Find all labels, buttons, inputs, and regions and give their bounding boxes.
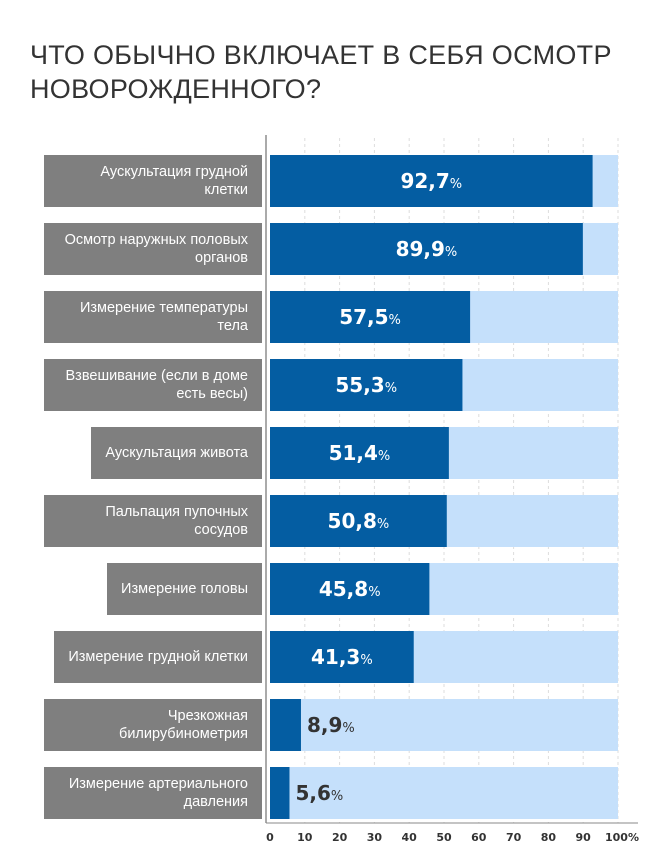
- category-label-text: Измерение головы: [121, 581, 248, 597]
- data-label: 8,9%: [307, 713, 355, 737]
- data-label-suffix: %: [378, 449, 390, 464]
- data-label-suffix: %: [342, 721, 354, 736]
- category-label: Аускультация грудной клетки: [44, 155, 262, 207]
- category-label-text: Аускультация грудной клетки: [100, 164, 248, 198]
- category-label: Измерение артериального давления: [44, 767, 262, 819]
- data-label-value: 92,7: [400, 169, 449, 193]
- category-label-text: Измерение температуры тела: [79, 300, 248, 334]
- x-tick-label: 50: [436, 831, 452, 844]
- data-label-suffix: %: [385, 381, 397, 396]
- category-label-text: Взвешивание (если в доме есть весы): [65, 368, 248, 402]
- data-label-value: 50,8: [328, 509, 377, 533]
- category-label-text: Аускультация живота: [105, 445, 248, 461]
- category-label-text: Чрезкожная билирубинометрия: [119, 708, 248, 742]
- data-label-suffix: %: [360, 653, 372, 668]
- x-tick-label: 60: [471, 831, 487, 844]
- data-label: 51,4%: [329, 441, 391, 465]
- data-label-value: 57,5: [339, 305, 388, 329]
- x-tick-label: 40: [402, 831, 418, 844]
- category-label: Взвешивание (если в доме есть весы): [44, 359, 262, 411]
- category-label-text: Измерение артериального давления: [68, 776, 248, 810]
- x-tick-label: 0: [266, 831, 274, 844]
- data-label-suffix: %: [445, 245, 457, 260]
- x-tick-label: 90: [576, 831, 592, 844]
- data-label-suffix: %: [331, 789, 343, 804]
- bar-track: [270, 699, 618, 751]
- data-label-value: 51,4: [329, 441, 378, 465]
- data-label-value: 55,3: [335, 373, 384, 397]
- category-label: Аускультация живота: [91, 427, 262, 479]
- category-label: Измерение температуры тела: [44, 291, 262, 343]
- data-label: 92,7%: [400, 169, 462, 193]
- x-tick-label: 100%: [605, 831, 639, 844]
- category-label: Измерение головы: [107, 563, 262, 615]
- category-label: Чрезкожная билирубинометрия: [44, 699, 262, 751]
- data-label: 41,3%: [311, 645, 373, 669]
- category-label-text: Пальпация пупочных сосудов: [105, 504, 248, 538]
- data-label-suffix: %: [377, 517, 389, 532]
- bar: [270, 427, 449, 479]
- x-tick-label: 70: [506, 831, 522, 844]
- data-label: 45,8%: [319, 577, 381, 601]
- bar: [270, 359, 463, 411]
- category-label-text: Измерение грудной клетки: [68, 649, 248, 665]
- data-label-value: 45,8: [319, 577, 368, 601]
- data-label: 89,9%: [396, 237, 458, 261]
- x-tick-label: 10: [297, 831, 313, 844]
- data-label-value: 5,6: [295, 781, 330, 805]
- bar: [270, 223, 583, 275]
- bar-track: [270, 767, 618, 819]
- data-label-suffix: %: [450, 177, 462, 192]
- category-label-text: Осмотр наружных половых органов: [64, 232, 248, 266]
- data-label-value: 89,9: [396, 237, 445, 261]
- data-label-value: 41,3: [311, 645, 360, 669]
- data-label: 5,6%: [295, 781, 343, 805]
- category-label: Измерение грудной клетки: [54, 631, 262, 683]
- chart-title: ЧТО ОБЫЧНО ВКЛЮЧАЕТ В СЕБЯ ОСМОТР НОВОРО…: [30, 40, 612, 104]
- x-tick-label: 30: [367, 831, 383, 844]
- bar: [270, 631, 414, 683]
- data-label-suffix: %: [389, 313, 401, 328]
- x-tick-label: 20: [332, 831, 348, 844]
- bar: [270, 495, 447, 547]
- data-label-suffix: %: [368, 585, 380, 600]
- bar: [270, 291, 471, 343]
- data-label: 57,5%: [339, 305, 401, 329]
- bar: [270, 699, 301, 751]
- bar: [270, 563, 430, 615]
- bar: [270, 767, 290, 819]
- data-label: 50,8%: [328, 509, 390, 533]
- bar: [270, 155, 593, 207]
- x-tick-label: 80: [541, 831, 557, 844]
- category-label: Пальпация пупочных сосудов: [44, 495, 262, 547]
- data-label-value: 8,9: [307, 713, 342, 737]
- data-label: 55,3%: [335, 373, 397, 397]
- category-label: Осмотр наружных половых органов: [44, 223, 262, 275]
